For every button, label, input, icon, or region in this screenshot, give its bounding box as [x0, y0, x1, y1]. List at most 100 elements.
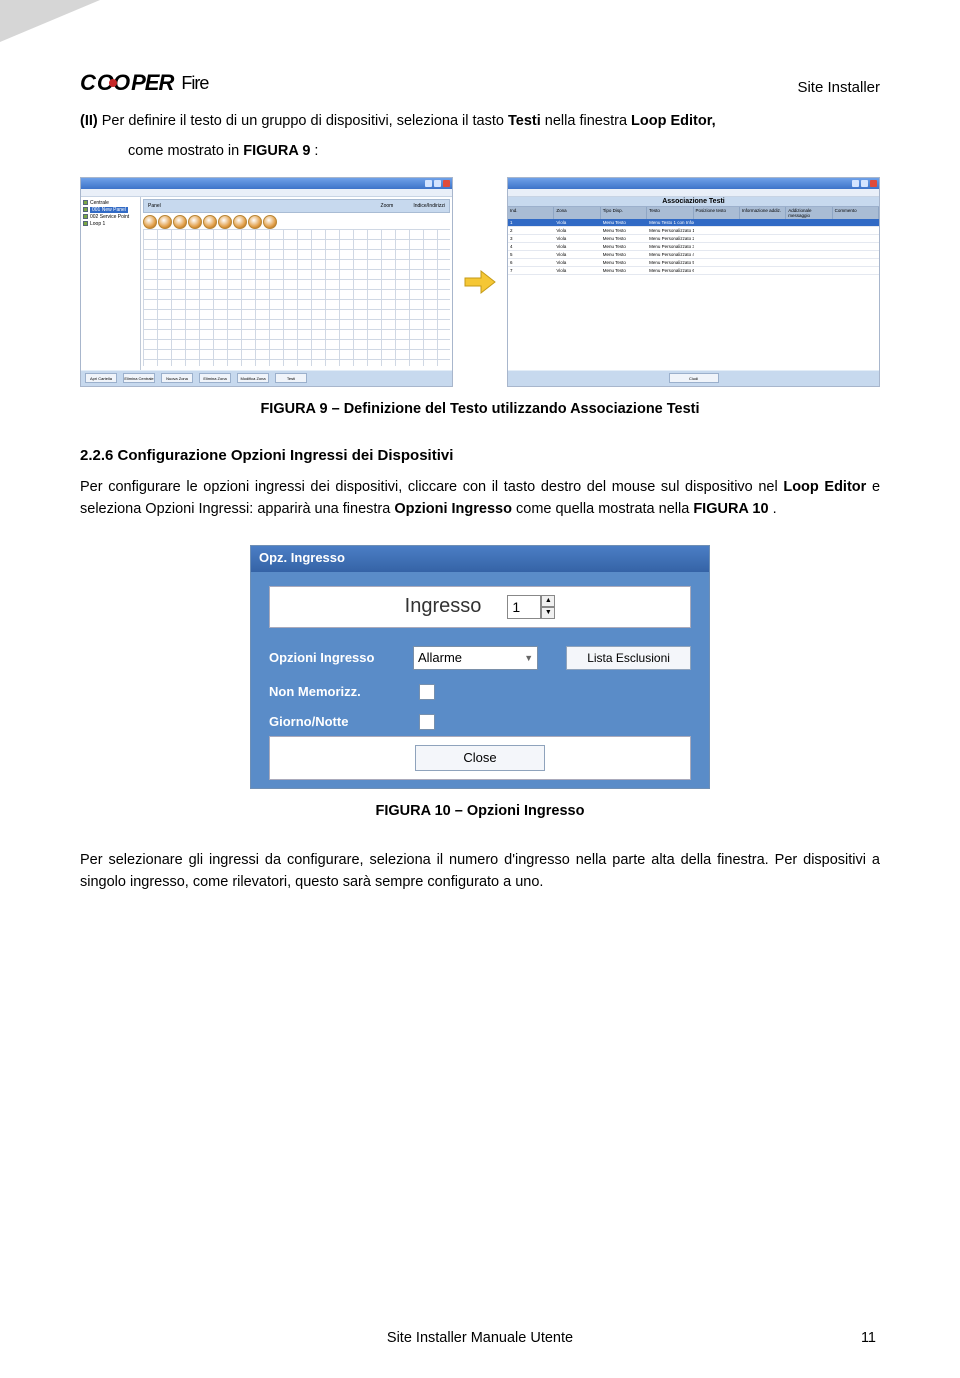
close-button[interactable]: Close	[415, 745, 545, 771]
max-icon[interactable]	[861, 180, 868, 187]
loop-grid[interactable]	[143, 229, 450, 366]
table-cell: Menu Personalizzato 1	[647, 227, 693, 234]
footer-button[interactable]: Nuova Zona	[161, 373, 193, 383]
fig9-left-footer: Apri Cartella Elimina Centrale Nuova Zona E…	[81, 371, 452, 386]
device-icon[interactable]	[158, 215, 172, 229]
table-row[interactable]: 1ViolaMenu TestoMenu Testo 1 con Informa…	[508, 219, 879, 227]
table-cell: Menu Testo	[601, 219, 647, 226]
opz-ingresso-dialog: Opz. Ingresso Ingresso ▲ ▼ Opzioni Ingre…	[250, 545, 710, 789]
toolbar-index[interactable]: Indice/Indirizzi	[413, 203, 445, 209]
fig9-left-tree: Centrale001 New Panel002 Service PointLo…	[81, 197, 141, 370]
table-header-cell: Testo	[647, 207, 693, 219]
table-cell	[694, 235, 740, 242]
min-icon[interactable]	[852, 180, 859, 187]
ingresso-value[interactable]	[507, 595, 541, 619]
opz-ingresso-label: Opzioni Ingresso	[269, 650, 413, 665]
tree-item[interactable]: 002 Service Point	[83, 214, 138, 220]
footer-button[interactable]: Elimina Zona	[199, 373, 231, 383]
lista-esclusioni-button[interactable]: Lista Esclusioni	[566, 646, 691, 670]
table-cell	[833, 219, 879, 226]
close-icon[interactable]	[443, 180, 450, 187]
table-row[interactable]: 3ViolaMenu TestoMenu Personalizzato 2	[508, 235, 879, 243]
device-icon[interactable]	[143, 215, 157, 229]
table-header-cell: Zona	[554, 207, 600, 219]
fig9-right-titlebar	[508, 178, 879, 189]
tree-item[interactable]: Centrale	[83, 200, 138, 206]
table-row[interactable]: 6ViolaMenu TestoMenu Personalizzato 5	[508, 259, 879, 267]
table-header-cell: Ind.	[508, 207, 554, 219]
device-icon[interactable]	[188, 215, 202, 229]
table-row[interactable]: 4ViolaMenu TestoMenu Personalizzato 3	[508, 243, 879, 251]
opz-row-3: Giorno/Notte	[269, 714, 691, 730]
intro-b2: Loop Editor,	[631, 113, 716, 129]
intro-b3: FIGURA 9	[243, 143, 310, 159]
table-cell: Menu Testo	[601, 243, 647, 250]
close-button[interactable]: Ciudi	[669, 373, 719, 383]
arrow-between-figures	[463, 268, 497, 296]
table-cell	[694, 219, 740, 226]
page-footer: Site Installer Manuale Utente 11	[0, 1330, 960, 1346]
intro-t1: Per definire il testo di un gruppo di di…	[102, 113, 508, 129]
table-row[interactable]: 5ViolaMenu TestoMenu Personalizzato 4	[508, 251, 879, 259]
figure-10-caption: FIGURA 10 – Opzioni Ingresso	[80, 803, 880, 819]
close-icon[interactable]	[870, 180, 877, 187]
min-icon[interactable]	[425, 180, 432, 187]
max-icon[interactable]	[434, 180, 441, 187]
page-header: C OO PER Fire Site Installer	[80, 70, 880, 96]
section-226-heading: 2.2.6 Configurazione Opzioni Ingressi de…	[80, 447, 880, 464]
ingresso-spinner[interactable]: ▲ ▼	[507, 595, 555, 619]
device-icon[interactable]	[233, 215, 247, 229]
intro-paragraph-line2: come mostrato in FIGURA 9 :	[80, 140, 880, 162]
device-icon[interactable]	[248, 215, 262, 229]
giorno-notte-label: Giorno/Notte	[269, 714, 419, 729]
giorno-notte-checkbox[interactable]	[419, 714, 435, 730]
p1f: FIGURA 10	[693, 501, 768, 517]
tree-node-icon	[83, 200, 88, 205]
opz-ingresso-combo[interactable]: Allarme ▼	[413, 646, 538, 670]
logo-text-fire: Fire	[181, 73, 208, 94]
page-content: C OO PER Fire Site Installer (II) Per de…	[0, 0, 960, 942]
spinner-down-icon[interactable]: ▼	[541, 607, 555, 619]
table-row[interactable]: 2ViolaMenu TestoMenu Personalizzato 1	[508, 227, 879, 235]
table-cell: Menu Testo 1 con Informazion	[647, 219, 693, 226]
tree-item[interactable]: Loop 1	[83, 221, 138, 227]
device-icon[interactable]	[263, 215, 277, 229]
toolbar-label[interactable]: Panel	[148, 203, 161, 209]
table-row[interactable]: 7ViolaMenu TestoMenu Personalizzato 6	[508, 267, 879, 275]
device-icon[interactable]	[218, 215, 232, 229]
toolbar-zoom[interactable]: Zoom	[381, 203, 394, 209]
spinner-up-icon[interactable]: ▲	[541, 595, 555, 607]
combo-value: Allarme	[418, 650, 462, 665]
table-cell	[833, 251, 879, 258]
footer-button[interactable]: Testi	[275, 373, 307, 383]
table-cell: 7	[508, 267, 554, 274]
logo-text-oo: OO	[97, 70, 129, 96]
intro-paragraph: (II) Per definire il testo di un gruppo …	[80, 110, 880, 132]
table-cell	[694, 243, 740, 250]
section-226-para: Per configurare le opzioni ingressi dei …	[80, 476, 880, 521]
fig9-right-footer: Ciudi	[508, 371, 879, 386]
tree-item[interactable]: 001 New Panel	[83, 207, 138, 213]
footer-button[interactable]: Apri Cartella	[85, 373, 117, 383]
table-cell	[694, 259, 740, 266]
table-cell: Viola	[554, 227, 600, 234]
p1e: come quella mostrata nella	[516, 501, 693, 517]
device-icon[interactable]	[203, 215, 217, 229]
table-cell	[786, 219, 832, 226]
non-memorizz-checkbox[interactable]	[419, 684, 435, 700]
fig9-left-titlebar	[81, 178, 452, 189]
table-cell: 1	[508, 219, 554, 226]
footer-button[interactable]: Modifica Zona	[237, 373, 269, 383]
table-cell	[786, 259, 832, 266]
table-cell	[833, 267, 879, 274]
spinner-buttons[interactable]: ▲ ▼	[541, 595, 555, 619]
table-cell	[833, 227, 879, 234]
device-icon[interactable]	[173, 215, 187, 229]
non-memorizz-label: Non Memorizz.	[269, 684, 419, 699]
ingresso-label: Ingresso	[405, 595, 482, 618]
intro-b1: Testi	[508, 113, 541, 129]
footer-button[interactable]: Elimina Centrale	[123, 373, 155, 383]
table-cell: Menu Personalizzato 6	[647, 267, 693, 274]
table-cell: Menu Testo	[601, 251, 647, 258]
table-cell: Viola	[554, 259, 600, 266]
